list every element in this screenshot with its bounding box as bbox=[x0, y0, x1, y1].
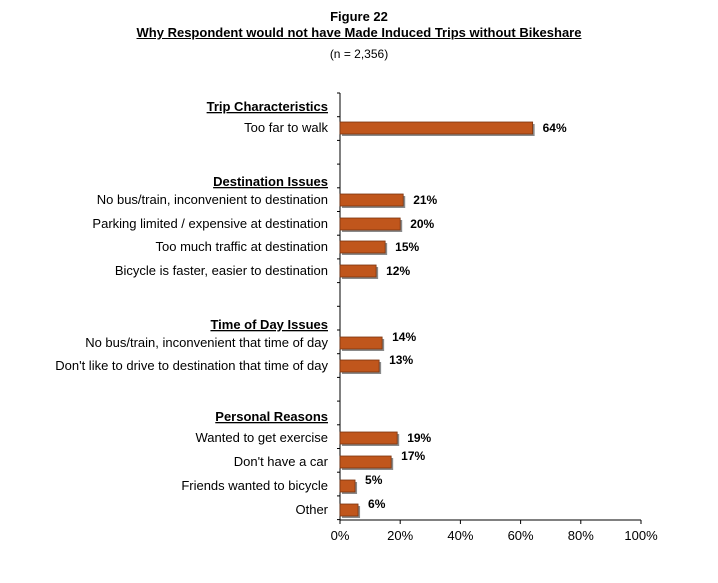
figure-label: Figure 22 bbox=[330, 9, 388, 24]
bar-value-label: 64% bbox=[543, 121, 567, 135]
bar bbox=[339, 503, 359, 517]
bar-value-label: 20% bbox=[410, 217, 434, 231]
bar-value-label: 5% bbox=[365, 473, 383, 487]
bar bbox=[339, 217, 401, 231]
bar-value-label: 15% bbox=[395, 240, 419, 254]
x-tick-label: 40% bbox=[447, 528, 473, 543]
bar bbox=[339, 359, 380, 373]
x-tick-label: 20% bbox=[387, 528, 413, 543]
bar bbox=[339, 240, 386, 254]
chart-subtitle: (n = 2,356) bbox=[329, 47, 389, 61]
bar-value-label: 19% bbox=[407, 431, 431, 445]
x-tick-label: 100% bbox=[624, 528, 658, 543]
x-tick-label: 0% bbox=[331, 528, 350, 543]
bar-value-label: 21% bbox=[413, 193, 437, 207]
bar-value-label: 17% bbox=[401, 449, 425, 463]
bar-value-label: 13% bbox=[389, 353, 413, 367]
category-label: Don't have a car bbox=[234, 454, 329, 469]
category-label: No bus/train, inconvenient that time of … bbox=[85, 335, 328, 350]
bar bbox=[339, 479, 356, 493]
chart-title: Why Respondent would not have Made Induc… bbox=[136, 25, 582, 40]
category-label: Too far to walk bbox=[244, 120, 328, 135]
bar bbox=[339, 121, 534, 135]
bar bbox=[339, 264, 377, 278]
bar bbox=[339, 193, 404, 207]
category-label: No bus/train, inconvenient to destinatio… bbox=[97, 192, 328, 207]
bar bbox=[339, 336, 383, 350]
group-heading: Time of Day Issues bbox=[210, 317, 328, 332]
category-label: Don't like to drive to destination that … bbox=[55, 358, 328, 373]
category-label: Friends wanted to bicycle bbox=[181, 478, 328, 493]
bar bbox=[339, 455, 392, 469]
category-label: Wanted to get exercise bbox=[196, 430, 328, 445]
category-label: Bicycle is faster, easier to destination bbox=[115, 263, 328, 278]
category-label: Too much traffic at destination bbox=[156, 239, 328, 254]
bar-value-label: 14% bbox=[392, 330, 416, 344]
x-tick-label: 60% bbox=[508, 528, 534, 543]
bar bbox=[339, 431, 398, 445]
group-heading: Trip Characteristics bbox=[207, 99, 328, 114]
bar-value-label: 6% bbox=[368, 497, 386, 511]
group-heading: Destination Issues bbox=[213, 174, 328, 189]
x-tick-label: 80% bbox=[568, 528, 594, 543]
category-label: Parking limited / expensive at destinati… bbox=[92, 216, 328, 231]
category-label: Other bbox=[295, 502, 328, 517]
group-heading: Personal Reasons bbox=[215, 409, 328, 424]
bar-value-label: 12% bbox=[386, 264, 410, 278]
